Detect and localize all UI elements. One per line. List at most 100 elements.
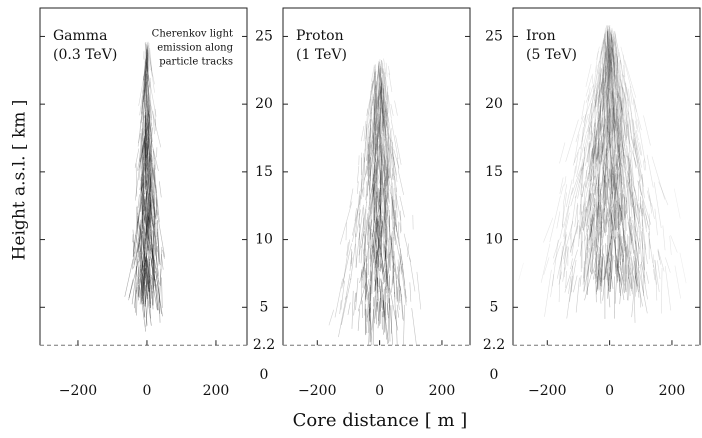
particle-track — [544, 270, 551, 317]
particle-track — [410, 282, 411, 301]
tracks — [519, 25, 687, 323]
annotation: particle tracks — [159, 57, 233, 68]
y-tick-label: 10 — [485, 232, 503, 248]
particle-track — [417, 272, 421, 310]
particle-track — [541, 244, 550, 283]
x-axis-label: Core distance [ m ] — [293, 410, 468, 431]
annotation: Cherenkov light — [152, 29, 233, 40]
particle-track — [550, 196, 561, 242]
particle-track — [125, 259, 133, 297]
y-tick-label: 25 — [255, 28, 273, 44]
particle-track — [588, 86, 593, 102]
particle-track — [358, 309, 360, 331]
particle-track — [151, 277, 152, 298]
particle-track — [652, 157, 665, 200]
particle-track — [366, 309, 367, 322]
particle-track — [670, 236, 672, 255]
particle-track — [573, 275, 577, 292]
x-tick-label: −200 — [298, 383, 336, 399]
particle-track — [348, 302, 350, 314]
particle-track — [557, 211, 560, 228]
particle-track — [645, 159, 646, 171]
y-tick-label: 15 — [255, 164, 273, 180]
particle-track — [586, 166, 588, 178]
particle-track — [680, 253, 686, 284]
panel-title: (5 TeV) — [526, 47, 577, 63]
particle-track — [392, 142, 393, 159]
particle-track — [519, 263, 524, 281]
y-tick-label: 15 — [485, 164, 503, 180]
y-tick-label: 2.2 — [253, 337, 275, 353]
x-tick-label: 200 — [659, 383, 686, 399]
particle-track — [665, 266, 671, 310]
panel-title: (0.3 TeV) — [53, 47, 117, 63]
y-tick-label: 2.2 — [483, 337, 505, 353]
particle-track — [574, 134, 579, 163]
particle-track — [601, 194, 602, 204]
particle-track — [138, 194, 139, 208]
particle-track — [564, 213, 569, 239]
y-tick-label: 25 — [485, 28, 503, 44]
particle-track — [153, 111, 155, 134]
particle-track — [341, 278, 351, 325]
particle-track — [647, 155, 653, 188]
particle-track — [658, 249, 664, 272]
panel-title: (1 TeV) — [296, 47, 347, 63]
particle-track — [580, 114, 586, 160]
particle-track — [665, 257, 670, 272]
panel-title: Iron — [526, 28, 556, 44]
y-tick-label: 20 — [485, 96, 503, 112]
tracks — [125, 42, 165, 332]
particle-track — [329, 310, 334, 326]
x-tick-label: 0 — [142, 383, 151, 399]
particle-track — [643, 115, 650, 145]
particle-track — [357, 181, 358, 193]
particle-track — [576, 278, 579, 313]
particle-track — [388, 299, 390, 345]
particle-track — [650, 195, 652, 213]
particle-track — [357, 166, 359, 183]
particle-track — [403, 305, 404, 346]
particle-track — [559, 142, 564, 163]
particle-track — [608, 160, 609, 168]
x-tick-label: 200 — [429, 383, 456, 399]
particle-track — [633, 100, 638, 133]
x-tick-label: −200 — [59, 383, 97, 399]
particle-track — [566, 271, 567, 288]
panel-title: Gamma — [53, 28, 107, 44]
particle-track — [335, 279, 343, 318]
particle-track — [657, 260, 660, 279]
particle-track — [387, 249, 388, 259]
x-tick-label: 0 — [375, 383, 384, 399]
y-tick-label: 0 — [490, 367, 499, 383]
particle-track — [364, 207, 365, 229]
particle-track — [646, 272, 648, 284]
particle-track — [412, 308, 417, 345]
x-tick-label: 0 — [605, 383, 614, 399]
particle-track — [586, 76, 592, 97]
y-tick-label: 10 — [255, 232, 273, 248]
particle-track — [397, 158, 399, 170]
particle-track — [386, 89, 387, 100]
particle-track — [674, 189, 680, 219]
particle-track — [359, 224, 360, 263]
y-tick-label: 5 — [260, 299, 269, 315]
particle-track — [543, 218, 552, 243]
particle-track — [638, 120, 645, 163]
tracks — [329, 59, 421, 355]
particle-track — [675, 266, 681, 299]
particle-track — [580, 275, 581, 286]
panel-title: Proton — [296, 28, 344, 44]
particle-track — [410, 258, 415, 292]
particle-track — [380, 289, 381, 324]
particle-track — [398, 170, 403, 195]
particle-track — [396, 310, 398, 354]
particle-track — [389, 73, 392, 92]
particle-track — [397, 305, 399, 318]
particle-track — [559, 270, 560, 303]
x-tick-label: −200 — [528, 383, 566, 399]
particle-track — [338, 296, 346, 337]
particle-track — [671, 235, 678, 252]
